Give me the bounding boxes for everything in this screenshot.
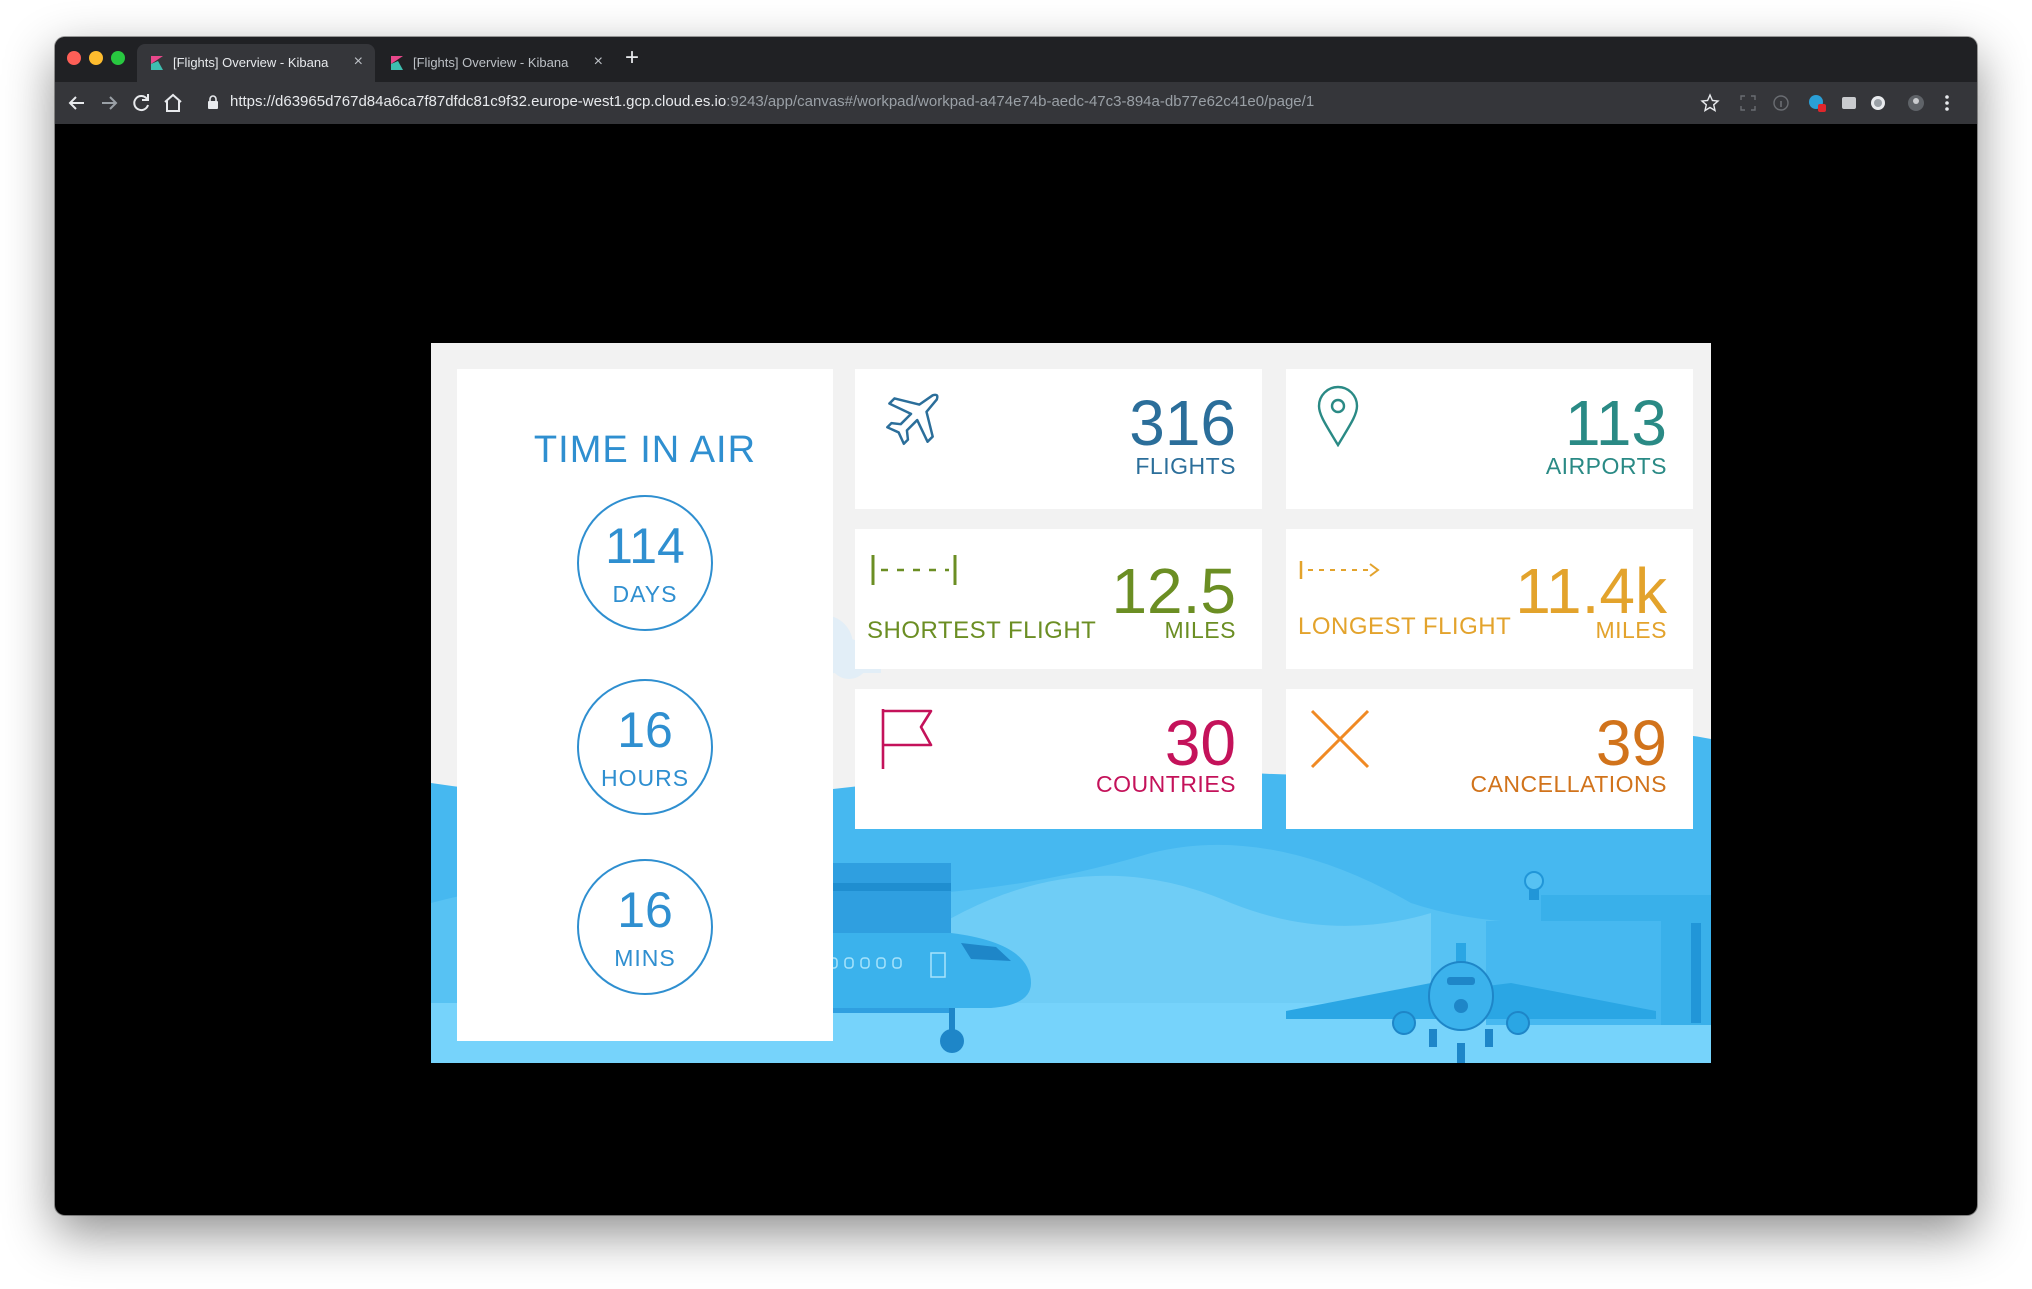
profile-avatar-icon[interactable] [1906, 93, 1926, 113]
mins-unit: MINS [614, 945, 676, 971]
reload-icon[interactable] [129, 91, 153, 115]
airplane-icon [886, 393, 939, 446]
days-metric: 114 DAYS [577, 495, 713, 631]
forward-icon[interactable] [97, 91, 121, 115]
tab-title: [Flights] Overview - Kibana [173, 55, 329, 70]
url-path: :9243/app/canvas#/workpad/workpad-a474e7… [726, 93, 1315, 110]
shortest-flight-value: 12.5 [1111, 555, 1236, 627]
close-tab-icon[interactable]: × [353, 53, 363, 70]
time-in-air-title: TIME IN AIR [533, 429, 757, 471]
info-extension-icon[interactable] [1771, 93, 1791, 113]
flights-card: 316 FLIGHTS [855, 369, 1262, 509]
days-unit: DAYS [612, 581, 678, 607]
shortest-flight-title: SHORTEST FLIGHT [867, 617, 1097, 644]
home-icon[interactable] [161, 91, 185, 115]
airports-value: 113 [1564, 387, 1667, 459]
canvas-workpad: TIME IN AIR 114 DAYS 16 HOURS 16 MINS 31… [431, 343, 1711, 1063]
back-icon[interactable] [65, 91, 89, 115]
url-host: https://d63965d767d84a6ca7f87dfdc81c9f32… [230, 93, 727, 110]
hours-value: 16 [617, 702, 673, 758]
vpn-extension-icon[interactable] [1807, 93, 1827, 113]
tab-flights-overview[interactable]: [Flights] Overview - Kibana × [377, 44, 615, 82]
countries-card: 30 COUNTRIES [855, 689, 1262, 829]
lock-icon [208, 95, 218, 109]
mins-metric: 16 MINS [577, 859, 713, 995]
longest-flight-unit: MILES [1595, 617, 1667, 643]
flag-icon [881, 709, 933, 769]
countries-value: 30 [1164, 707, 1236, 779]
browser-window: [Flights] Overview - Kibana × [Flights] … [55, 37, 1977, 1215]
screenshot-extension-icon[interactable] [1839, 93, 1859, 113]
cancellations-label: CANCELLATIONS [1470, 771, 1667, 797]
longest-flight-card: 11.4k LONGEST FLIGHT MILES [1286, 529, 1693, 669]
browser-toolbar: https://d63965d767d84a6ca7f87dfdc81c9f32… [55, 82, 1977, 124]
new-tab-button[interactable]: + [625, 44, 640, 71]
shortest-flight-card: 12.5 SHORTEST FLIGHT MILES [855, 529, 1262, 669]
circle-extension-icon[interactable] [1868, 93, 1888, 113]
airports-card: 113 AIRPORTS [1286, 369, 1693, 509]
kibana-logo-icon [391, 56, 403, 70]
maximize-window-button[interactable] [111, 51, 125, 65]
cancellations-value: 39 [1595, 707, 1667, 779]
long-distance-icon [1299, 561, 1380, 579]
flights-value: 316 [1129, 387, 1236, 459]
kibana-logo-icon [151, 56, 163, 70]
short-distance-icon [871, 555, 957, 585]
star-icon[interactable] [1700, 93, 1720, 113]
fullscreen-extension-icon[interactable] [1738, 93, 1758, 113]
close-window-button[interactable] [67, 51, 81, 65]
longest-flight-title: LONGEST FLIGHT [1298, 613, 1512, 640]
tab-flights-overview-active[interactable]: [Flights] Overview - Kibana × [137, 44, 375, 82]
hours-unit: HOURS [600, 765, 690, 791]
time-in-air-panel: TIME IN AIR 114 DAYS 16 HOURS 16 MINS [457, 369, 833, 1041]
x-icon [1310, 709, 1370, 769]
days-value: 114 [605, 518, 685, 574]
address-bar[interactable]: https://d63965d767d84a6ca7f87dfdc81c9f32… [230, 93, 1314, 110]
mins-value: 16 [617, 882, 673, 938]
airports-label: AIRPORTS [1545, 453, 1667, 479]
tab-title: [Flights] Overview - Kibana [413, 55, 569, 70]
close-tab-icon[interactable]: × [593, 53, 603, 70]
countries-label: COUNTRIES [1096, 771, 1236, 797]
kebab-menu-icon[interactable] [1937, 93, 1957, 113]
flights-label: FLIGHTS [1135, 453, 1236, 479]
tab-bar: [Flights] Overview - Kibana × [Flights] … [55, 37, 1977, 82]
minimize-window-button[interactable] [89, 51, 103, 65]
cancellations-card: 39 CANCELLATIONS [1286, 689, 1693, 829]
hours-metric: 16 HOURS [577, 679, 713, 815]
longest-flight-value: 11.4k [1515, 555, 1667, 627]
shortest-flight-unit: MILES [1164, 617, 1236, 643]
map-pin-icon [1317, 385, 1359, 447]
